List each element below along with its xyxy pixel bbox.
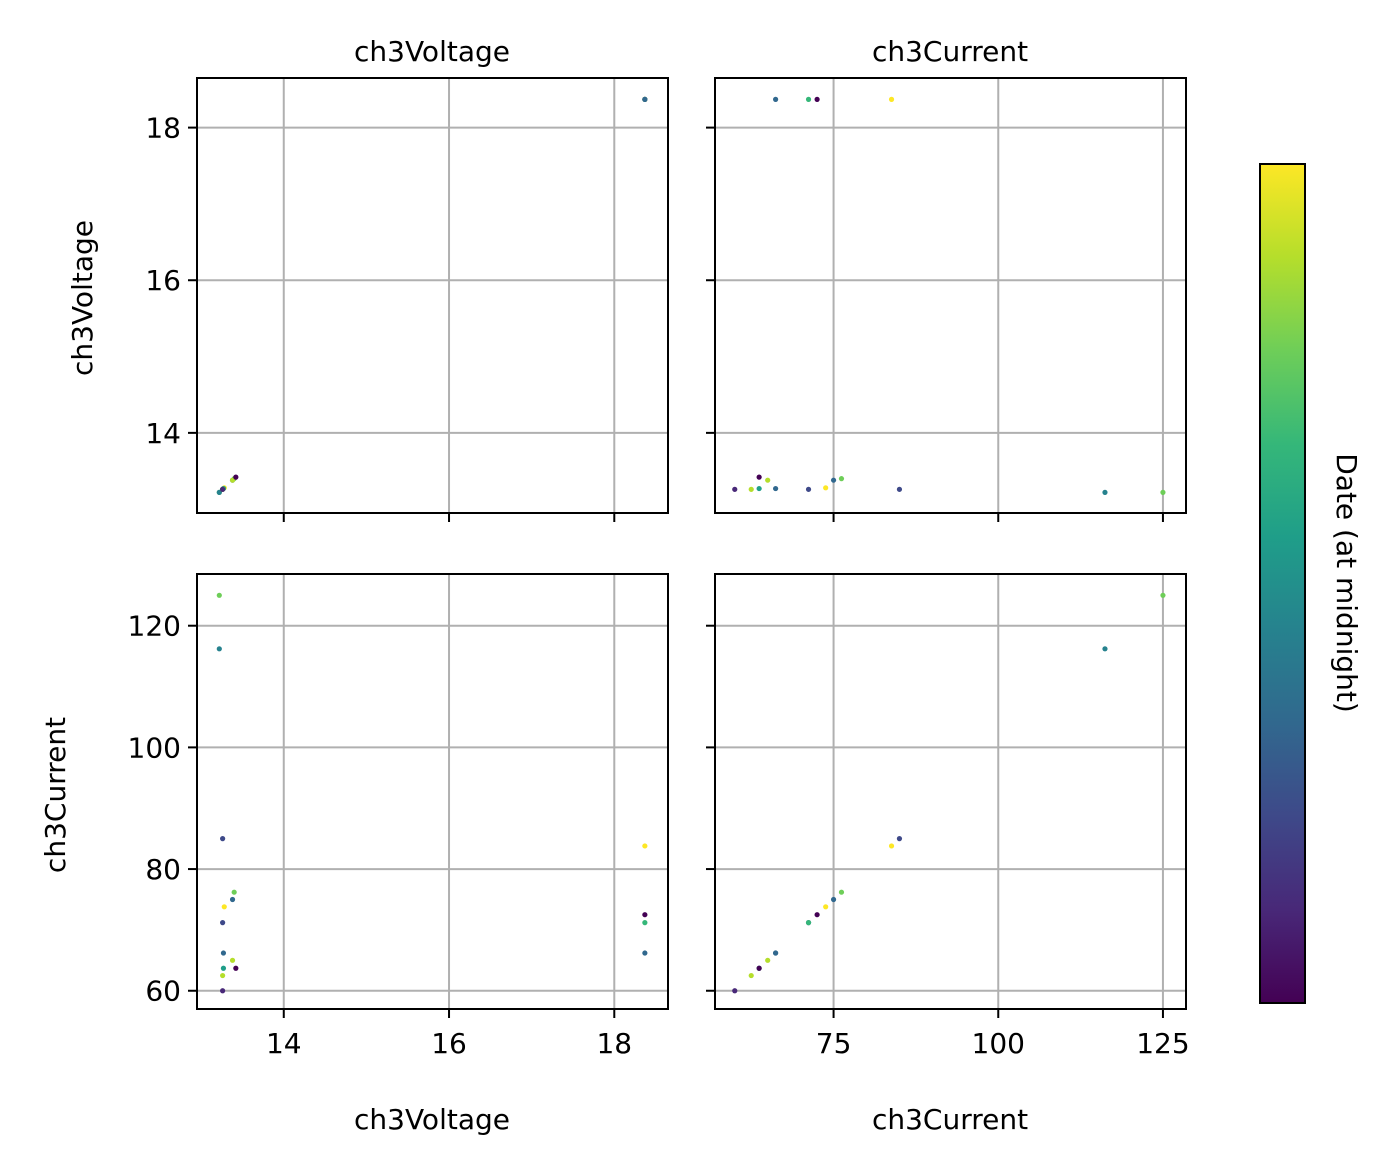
scatter-point — [220, 486, 226, 492]
scatter-points — [216, 592, 648, 994]
x-tick-label: 125 — [1136, 1027, 1189, 1060]
scatter-point — [220, 972, 226, 979]
x-tick-label: 100 — [972, 1027, 1025, 1060]
scatter-point — [773, 96, 779, 102]
scatter-point — [773, 485, 779, 492]
scatter-point — [1160, 489, 1166, 495]
scatter-point — [1160, 592, 1166, 598]
scatter-point — [231, 889, 237, 895]
scatter-points — [732, 96, 1166, 495]
colorbar-frame — [1259, 163, 1306, 1004]
scatter-point — [229, 957, 236, 963]
panel-voltage-vs-current: 14 16 18 60 80 100 120 — [128, 573, 669, 1060]
scatter-point — [838, 889, 845, 895]
scatter-point — [756, 965, 762, 971]
axes-frame — [714, 573, 1187, 1010]
scatter-point — [814, 912, 820, 918]
scatter-point — [220, 920, 226, 926]
panel-current-vs-voltage — [706, 77, 1187, 522]
scatter-point — [765, 957, 771, 963]
scatter-point — [765, 477, 771, 483]
colorbar — [1260, 164, 1305, 1003]
scatter-point — [805, 96, 812, 102]
x-tick-label: 14 — [266, 1027, 302, 1060]
scatter-point — [805, 486, 812, 492]
scatter-point — [642, 96, 648, 102]
row-label-voltage: ch3Voltage — [66, 220, 99, 376]
scatter-point — [748, 972, 754, 979]
x-label-voltage: ch3Voltage — [354, 1103, 510, 1136]
y-tick-label: 80 — [145, 853, 181, 886]
scatter-point — [229, 896, 236, 903]
scatter-point — [805, 920, 812, 926]
scatter-point — [642, 950, 648, 956]
scatter-point — [220, 988, 226, 994]
scatter-point — [1102, 489, 1108, 495]
scatter-point — [221, 904, 227, 910]
y-tick-label: 100 — [128, 731, 181, 764]
y-tick-label: 18 — [145, 112, 181, 145]
column-title-current: ch3Current — [872, 35, 1028, 68]
y-tick-label: 16 — [145, 264, 181, 297]
scatter-point — [756, 485, 762, 492]
y-tick-label: 14 — [145, 417, 181, 450]
scatter-point — [220, 965, 227, 971]
scatter-point — [823, 904, 829, 910]
scatter-point — [756, 474, 762, 480]
column-title-voltage: ch3Voltage — [354, 35, 510, 68]
scatter-point — [642, 843, 648, 849]
scatter-point — [748, 486, 754, 492]
axes-frame — [196, 573, 669, 1010]
scatter-point — [216, 489, 222, 495]
x-tick-label: 75 — [816, 1027, 852, 1060]
axes-frame — [714, 77, 1187, 514]
scatter-point — [773, 950, 779, 956]
scatter-point — [896, 836, 903, 842]
scatter-point — [233, 474, 239, 480]
scatter-point — [216, 592, 222, 598]
scatter-point — [1102, 646, 1108, 652]
scatter-point — [896, 486, 903, 492]
scatter-points — [216, 96, 648, 495]
scatter-point — [823, 485, 829, 491]
x-tick-label: 16 — [431, 1027, 467, 1060]
y-tick-label: 120 — [128, 610, 181, 643]
scatter-point — [888, 96, 895, 102]
axes-frame — [196, 77, 669, 514]
scatter-point — [216, 646, 222, 652]
x-tick-label: 18 — [596, 1027, 632, 1060]
scatter-point — [220, 836, 226, 842]
row-label-current: ch3Current — [39, 717, 72, 873]
panel-current-vs-current: 75 100 125 — [706, 573, 1190, 1060]
scatter-point — [838, 476, 845, 482]
scatter-point — [220, 950, 227, 956]
scatter-point — [814, 96, 820, 102]
scatter-point — [233, 965, 239, 971]
scatter-point — [830, 896, 837, 903]
x-label-current: ch3Current — [872, 1103, 1028, 1136]
panel-voltage-vs-voltage: 14 16 18 — [145, 77, 669, 522]
scatter-point — [732, 486, 738, 492]
scatter-point — [830, 477, 837, 483]
colorbar-label: Date (at midnight) — [1330, 453, 1363, 713]
scatter-point — [732, 988, 738, 994]
scatter-points — [732, 592, 1166, 994]
scatter-point — [642, 912, 648, 918]
scatter-point — [229, 477, 236, 483]
y-tick-label: 60 — [145, 975, 181, 1008]
scatter-point — [642, 920, 648, 926]
scatter-point — [888, 843, 895, 849]
